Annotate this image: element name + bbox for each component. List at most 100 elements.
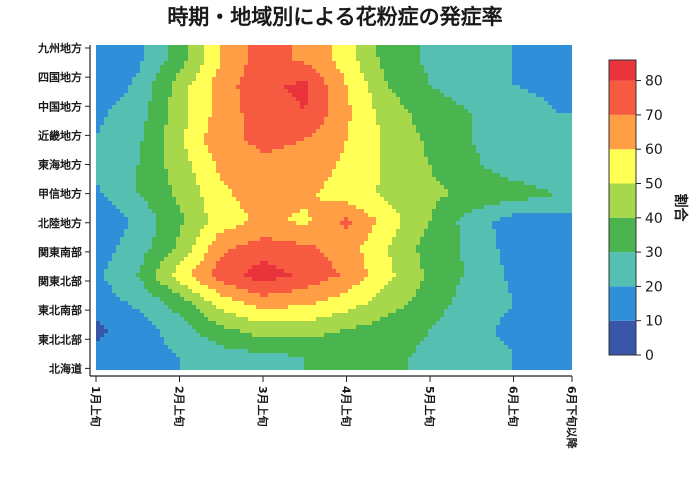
heat-cell [384,189,389,194]
heat-cell [120,113,125,118]
heat-cell [300,109,305,114]
heat-cell [460,105,465,110]
heat-cell [520,209,525,214]
heat-cell [508,201,513,206]
heat-cell [304,173,309,178]
heat-cell [280,101,285,106]
heat-cell [416,157,421,162]
heat-cell [332,101,337,106]
heat-cell [524,65,529,70]
heat-cell [252,137,257,142]
heat-cell [116,45,121,50]
heat-cell [504,105,509,110]
heat-cell [560,117,565,122]
heat-cell [444,85,449,90]
heat-cell [204,69,209,74]
heat-cell [188,209,193,214]
heat-cell [376,189,381,194]
heat-cell [172,65,177,70]
heat-cell [396,125,401,130]
heat-cell [392,185,397,190]
heat-cell [116,89,121,94]
heat-cell [284,113,289,118]
heat-cell [104,165,109,170]
heat-cell [116,81,121,86]
heat-cell [408,193,413,198]
heat-cell [352,201,357,206]
heat-cell [152,197,157,202]
heat-cell [540,209,545,214]
heat-cell [248,169,253,174]
heat-cell [212,137,217,142]
heat-cell [548,169,553,174]
heat-cell [324,101,329,106]
heat-cell [424,97,429,102]
heat-cell [120,141,125,146]
heat-cell [484,49,489,54]
heat-cell [312,197,317,202]
heat-cell [160,101,165,106]
heat-cell [540,185,545,190]
heat-cell [176,53,181,58]
heat-cell [180,185,185,190]
heat-cell [448,177,453,182]
heat-cell [536,157,541,162]
heat-cell [332,165,337,170]
heat-cell [232,205,237,210]
heat-cell [136,129,141,134]
heat-cell [420,101,425,106]
heat-cell [444,81,449,86]
heat-cell [120,133,125,138]
heat-cell [200,205,205,210]
heat-cell [552,173,557,178]
heat-cell [152,61,157,66]
heat-cell [408,161,413,166]
heat-cell [432,185,437,190]
heat-cell [316,137,321,142]
heat-cell [152,145,157,150]
heat-cell [396,81,401,86]
heat-cell [164,81,169,86]
heat-cell [396,77,401,82]
heat-cell [372,197,377,202]
heat-cell [300,201,305,206]
heat-cell [244,197,249,202]
heat-cell [204,141,209,146]
heat-cell [536,149,541,154]
heat-cell [476,193,481,198]
heat-cell [332,113,337,118]
heat-cell [536,193,541,198]
heat-cell [248,185,253,190]
heat-cell [308,105,313,110]
heat-cell [380,125,385,130]
heat-cell [556,125,561,130]
heat-cell [104,125,109,130]
heat-cell [200,149,205,154]
heat-cell [140,205,145,210]
heat-cell [408,121,413,126]
heat-cell [320,125,325,130]
heat-cell [500,121,505,126]
heat-cell [264,185,269,190]
heat-cell [412,197,417,202]
heat-cell [192,125,197,130]
heat-cell [268,133,273,138]
heat-cell [132,89,137,94]
heat-cell [256,189,261,194]
heat-cell [176,109,181,114]
heat-cell [460,117,465,122]
heat-cell [96,189,101,194]
heat-cell [176,125,181,130]
heat-cell [124,117,129,122]
heat-cell [108,85,113,90]
heat-cell [272,105,277,110]
heat-cell [224,53,229,58]
heat-cell [132,97,137,102]
heat-cell [372,105,377,110]
heat-cell [156,45,161,50]
heat-cell [300,189,305,194]
heat-cell [112,69,117,74]
heat-cell [292,105,297,110]
heat-cell [368,149,373,154]
heat-cell [560,177,565,182]
